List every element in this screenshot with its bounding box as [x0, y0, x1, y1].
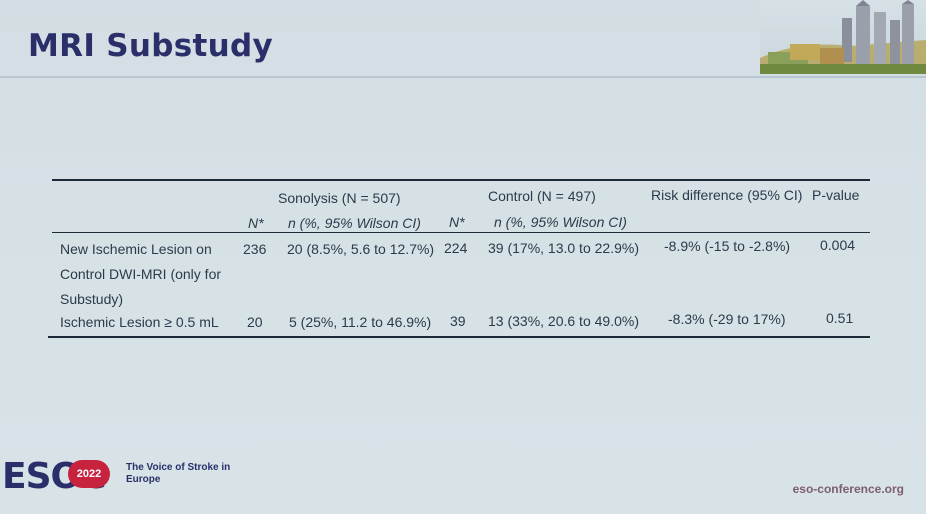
row-label-line: Ischemic Lesion ≥ 0.5 mL: [60, 314, 219, 330]
cell-sonolysis: 5 (25%, 11.2 to 46.9%): [289, 314, 432, 330]
row-label-line: Control DWI-MRI (only for: [60, 266, 222, 282]
cell-n-control: 224: [444, 240, 468, 256]
footer-website[interactable]: eso-conference.org: [792, 482, 904, 496]
cell-risk-difference: -8.9% (-15 to -2.8%): [664, 238, 791, 254]
table-top-rule: [52, 179, 870, 181]
row-label-line: New Ischemic Lesion on: [60, 241, 212, 257]
cell-p-value: 0.004: [820, 237, 856, 253]
city-skyline-banner: [760, 0, 926, 74]
slide-title: MRI Substudy: [28, 28, 273, 64]
esoc-year-badge: 2022: [68, 460, 110, 488]
title-divider: [0, 76, 926, 78]
table-bottom-rule: [48, 336, 870, 338]
header-sonolysis: Sonolysis (N = 507): [278, 190, 401, 206]
cell-n-control: 39: [450, 313, 466, 329]
cell-n-sonolysis: 20: [247, 314, 263, 330]
header-p-value: P-value: [812, 187, 860, 203]
subheader-n-pct-control: n (%, 95% Wilson CI): [494, 214, 627, 230]
cell-control: 39 (17%, 13.0 to 22.9%): [488, 240, 639, 256]
header-risk-difference: Risk difference (95% CI): [651, 187, 803, 203]
table-header-rule: [52, 232, 870, 233]
cell-risk-difference: -8.3% (-29 to 17%): [668, 311, 786, 327]
subheader-n-pct-sonolysis: n (%, 95% Wilson CI): [288, 215, 421, 231]
cell-p-value: 0.51: [826, 310, 854, 326]
cell-n-sonolysis: 236: [243, 241, 267, 257]
footer-tagline: The Voice of Stroke in Europe: [126, 462, 231, 485]
header-control: Control (N = 497): [488, 188, 596, 204]
subheader-n-control: N*: [449, 214, 465, 230]
row-label-line: Substudy): [60, 291, 124, 307]
subheader-n-sonolysis: N*: [248, 215, 264, 231]
cell-sonolysis: 20 (8.5%, 5.6 to 12.7%): [287, 241, 435, 257]
cell-control: 13 (33%, 20.6 to 49.0%): [488, 313, 639, 329]
